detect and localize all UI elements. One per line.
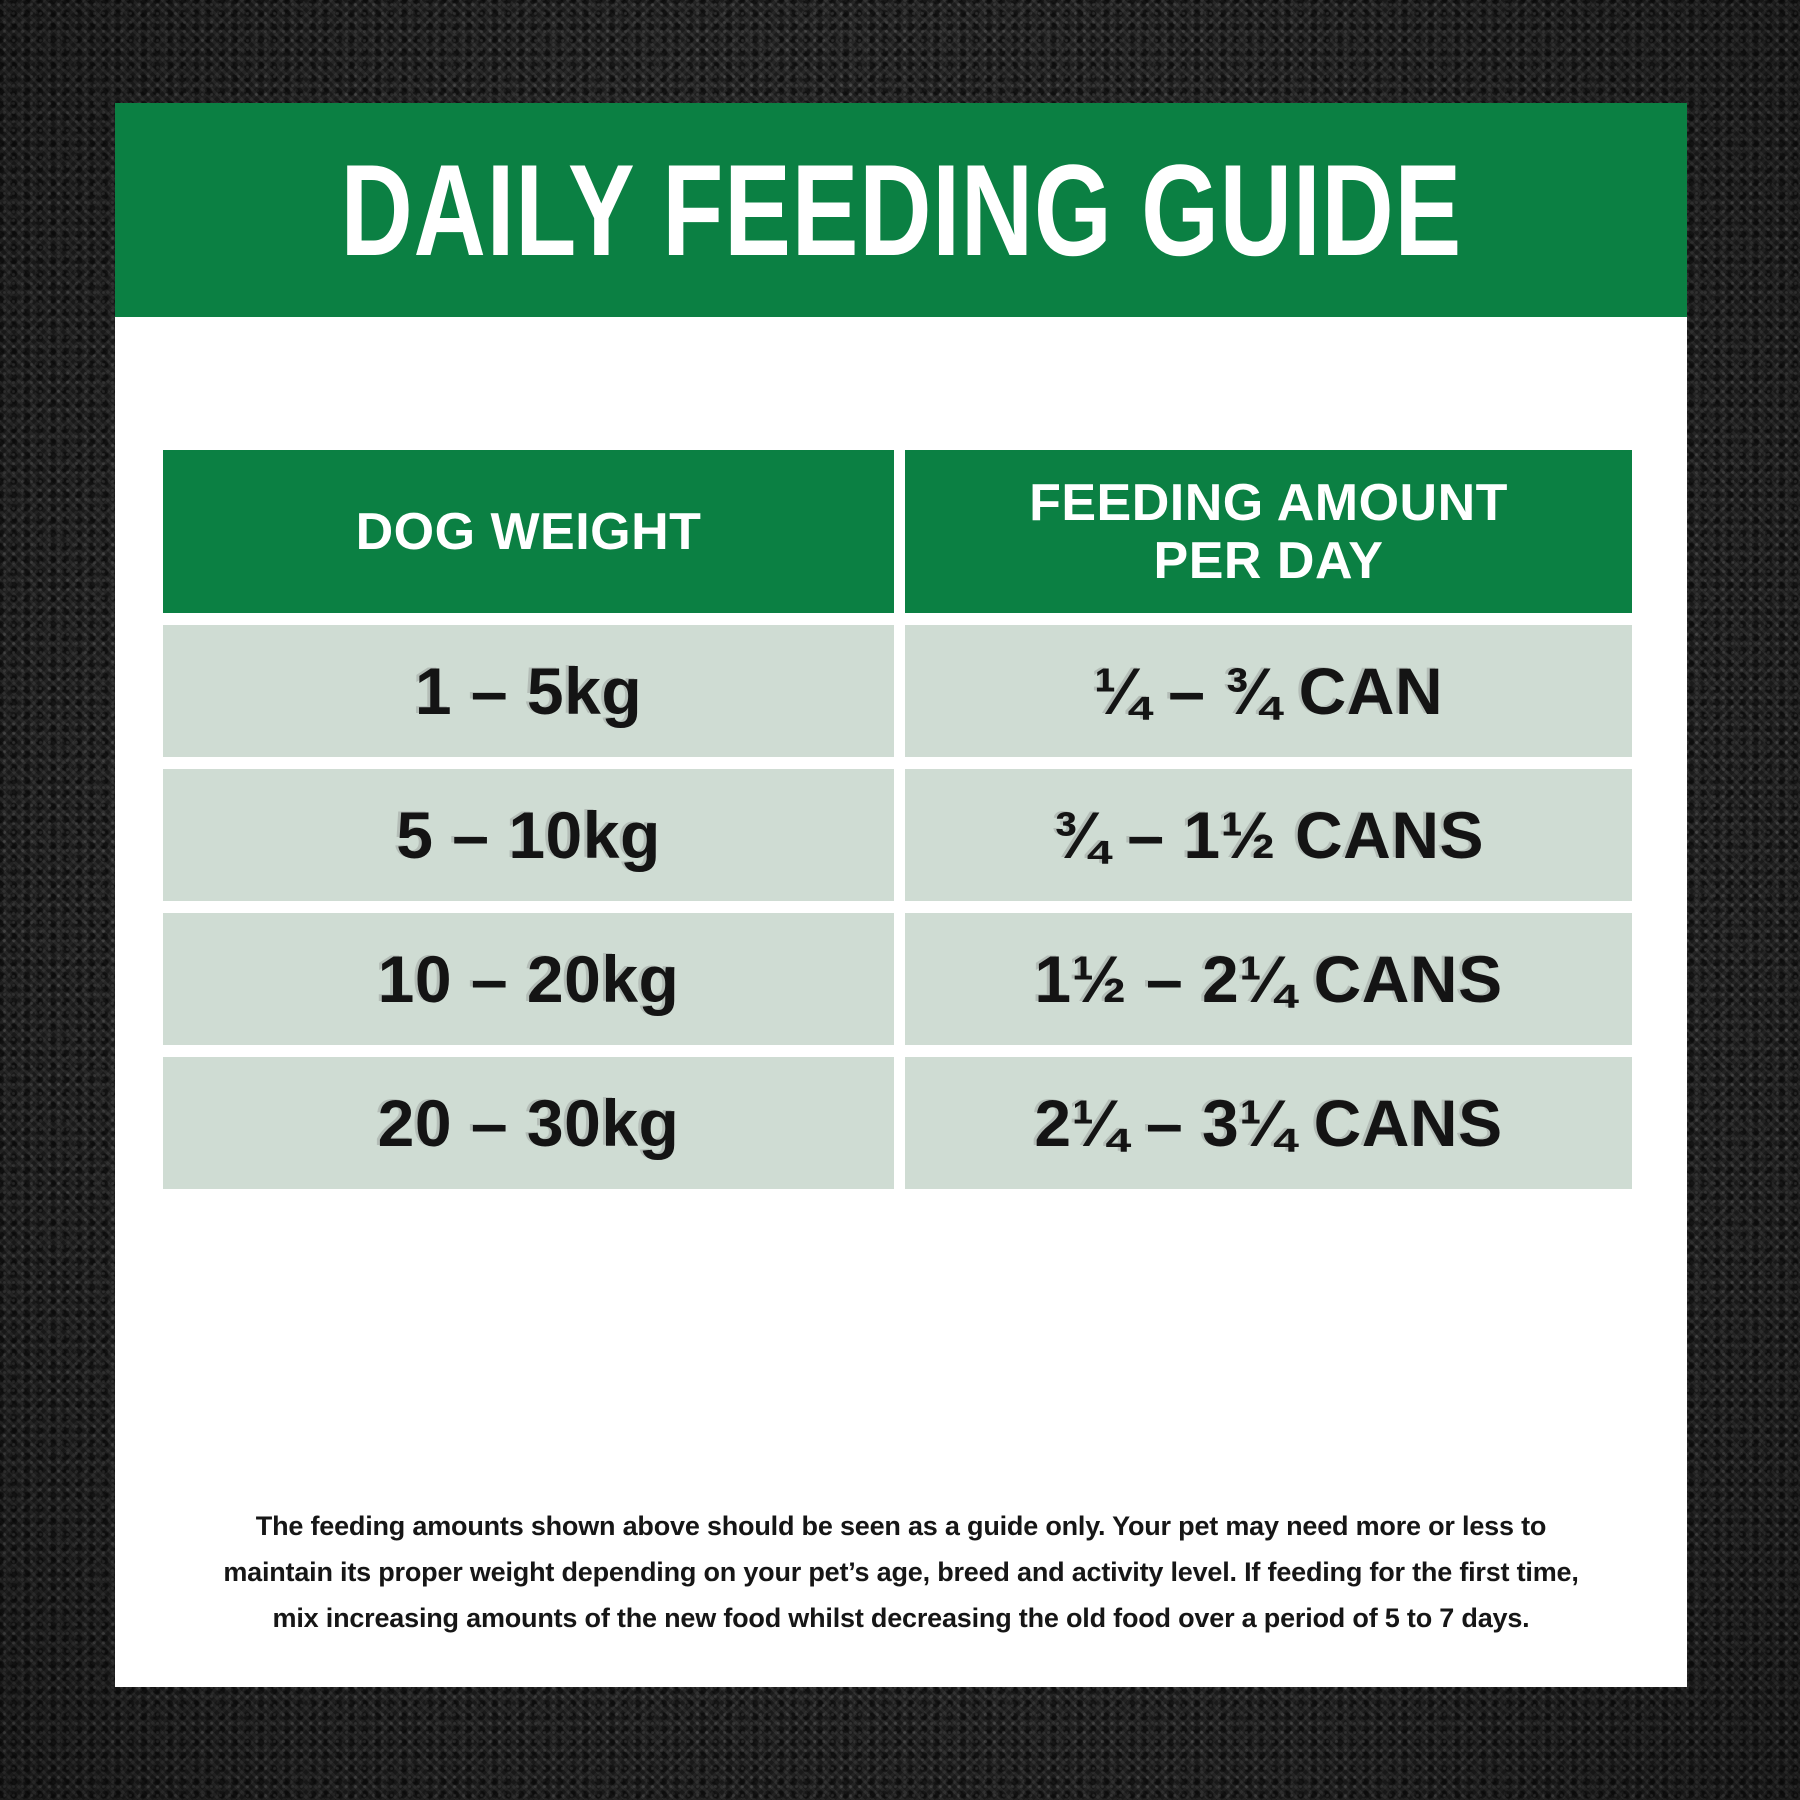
disclaimer-line: maintain its proper weight depending on … <box>223 1557 1579 1587</box>
disclaimer-line: The feeding amounts shown above should b… <box>255 1511 1547 1541</box>
disclaimer-line: mix increasing amounts of the new food w… <box>272 1603 1530 1633</box>
feeding-guide-table: DOG WEIGHT FEEDING AMOUNT PER DAY 1 – 5k… <box>163 450 1632 1189</box>
page-title: DAILY FEEDING GUIDE <box>340 137 1462 283</box>
table-cell-amount-row3: 1½ – 2¼ CANS <box>905 913 1632 1045</box>
feeding-disclaimer: The feeding amounts shown above should b… <box>115 1503 1687 1641</box>
table-cell-weight-row3: 10 – 20kg <box>163 913 894 1045</box>
table-cell-weight-row2: 5 – 10kg <box>163 769 894 901</box>
feeding-guide-card: DAILY FEEDING GUIDE DOG WEIGHT FEEDING A… <box>115 103 1687 1687</box>
table-cell-weight-row1: 1 – 5kg <box>163 625 894 757</box>
table-cell-amount-row4: 2¼ – 3¼ CANS <box>905 1057 1632 1189</box>
table-cell-weight-row4: 20 – 30kg <box>163 1057 894 1189</box>
column-header-dog-weight: DOG WEIGHT <box>163 450 894 613</box>
title-banner: DAILY FEEDING GUIDE <box>115 103 1687 317</box>
table-cell-amount-row1: ¼ – ¾ CAN <box>905 625 1632 757</box>
column-header-feeding-amount: FEEDING AMOUNT PER DAY <box>905 450 1632 613</box>
table-cell-amount-row2: ¾ – 1½ CANS <box>905 769 1632 901</box>
